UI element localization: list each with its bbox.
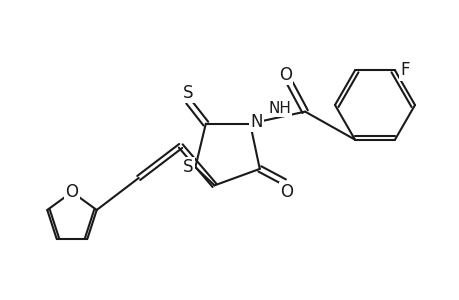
Text: O: O: [280, 183, 292, 201]
Text: S: S: [183, 84, 193, 102]
Text: N: N: [249, 112, 262, 130]
Text: O: O: [65, 183, 78, 201]
Text: F: F: [399, 61, 409, 80]
Text: S: S: [183, 158, 193, 176]
Text: O: O: [278, 66, 291, 84]
Text: NH: NH: [268, 101, 291, 116]
